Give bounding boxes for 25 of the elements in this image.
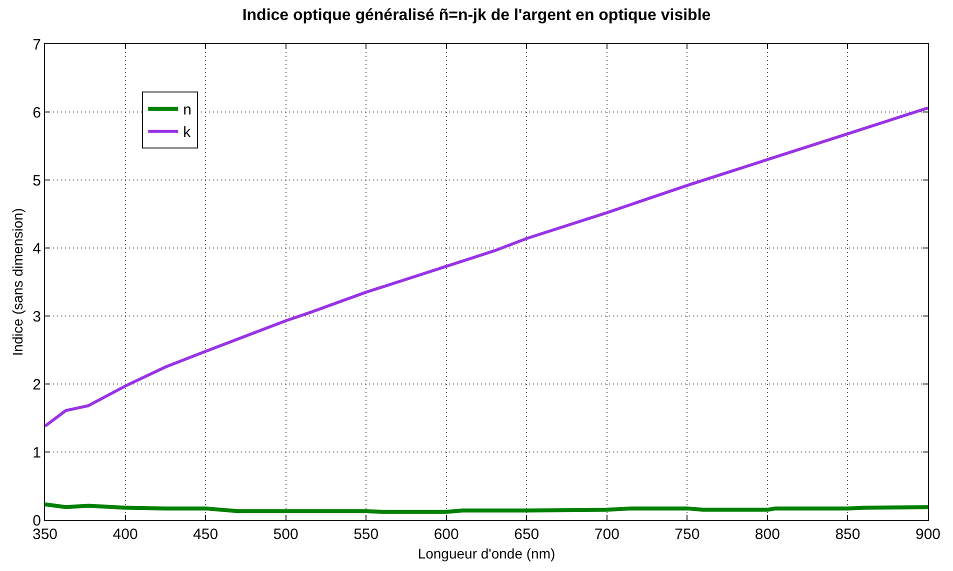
y-tick-label: 1 [32, 444, 41, 462]
x-tick-label: 750 [674, 526, 700, 543]
x-tick-label: 450 [193, 526, 218, 543]
x-tick-label: 600 [434, 526, 459, 543]
y-tick-label: 3 [32, 308, 41, 326]
line-series [45, 106, 928, 428]
x-tick-label: 900 [915, 526, 941, 543]
x-tick-label: 650 [514, 526, 540, 543]
x-tick-label: 400 [112, 526, 138, 543]
x-tick-label: 850 [835, 526, 860, 543]
y-tick-label: 4 [32, 240, 41, 258]
x-tick-label: 550 [354, 526, 379, 543]
x-tick-label: 500 [273, 526, 298, 543]
legend-label: k [183, 124, 192, 142]
x-tick-label: 700 [594, 526, 620, 543]
x-axis-title: Longueur d'onde (nm) [418, 545, 556, 562]
y-tick-label: 7 [32, 36, 41, 54]
line-series [45, 502, 928, 514]
chart-title: Indice optique généralisé ñ=n-jk de l'argent en optique visible [242, 6, 711, 24]
y-tick-label: 6 [32, 104, 41, 122]
legend-label: n [183, 102, 192, 119]
y-tick-label: 2 [32, 376, 41, 394]
x-tick-label: 800 [754, 526, 780, 543]
y-tick-label: 5 [32, 172, 41, 190]
y-axis-title: Indice (sans dimension) [9, 208, 26, 356]
